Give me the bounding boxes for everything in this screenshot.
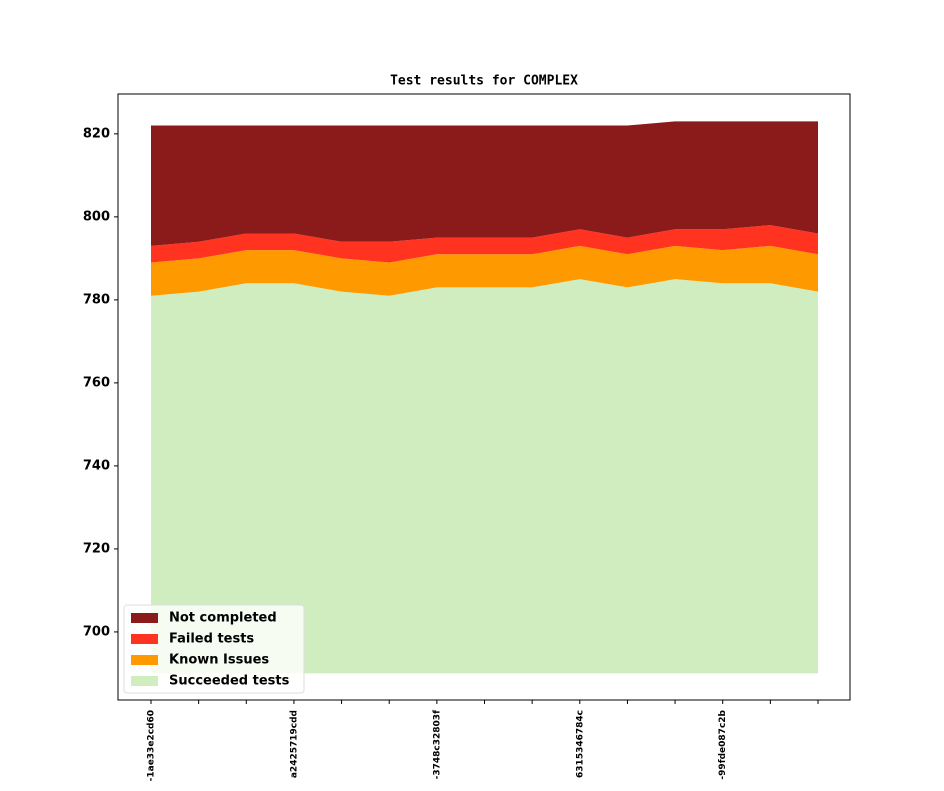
legend-swatch — [131, 676, 158, 686]
x-tick-label: -99fde087c2b — [718, 709, 728, 779]
chart-title: Test results for COMPLEX — [390, 74, 578, 89]
legend-label: Known Issues — [169, 653, 269, 668]
x-tick-label: 6315346784c — [575, 710, 585, 778]
x-tick-label: -3748c32803f — [432, 710, 442, 779]
legend: Not completed Failed tests Known Issues Suc… — [123, 604, 305, 694]
area — [151, 245, 818, 296]
y-tick-label: 780 — [83, 292, 110, 307]
y-tick-label: 760 — [83, 375, 110, 390]
legend-box — [123, 604, 305, 694]
area — [151, 225, 818, 263]
y-tick-label: 820 — [83, 126, 110, 141]
legend-label: Failed tests — [169, 632, 254, 647]
legend-swatch — [131, 613, 158, 623]
y-tick-label: 700 — [83, 624, 110, 639]
legend-label: Succeeded tests — [169, 674, 290, 689]
area — [151, 279, 818, 674]
y-tick-label: 800 — [83, 209, 110, 224]
area — [151, 121, 818, 246]
legend-label: Not completed — [169, 611, 277, 626]
y-tick-label: 720 — [83, 541, 110, 556]
legend-swatch — [131, 655, 158, 665]
x-tick-label: a2425719cdd — [289, 710, 299, 778]
y-tick-label: 740 — [83, 458, 110, 473]
legend-swatch — [131, 634, 158, 644]
x-tick-label: -1ae33e2cd60 — [147, 710, 157, 781]
